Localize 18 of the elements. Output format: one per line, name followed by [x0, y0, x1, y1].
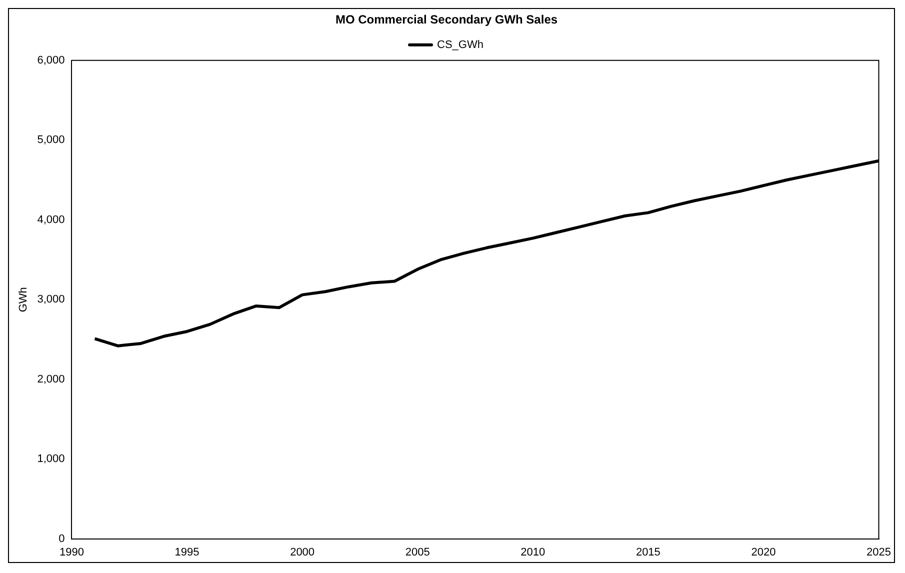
x-tick-label: 2005 [405, 546, 430, 558]
y-tick-label: 2,000 [37, 373, 65, 386]
y-tick-label: 4,000 [37, 214, 65, 226]
y-tick-label: 0 [58, 532, 65, 545]
x-tick-label: 2000 [290, 546, 315, 558]
y-tick-label: 1,000 [37, 453, 65, 466]
x-tick-label: 1995 [174, 546, 200, 558]
y-tick-label: 3,000 [37, 294, 65, 306]
x-tick-label: 2020 [751, 546, 776, 558]
x-tick-label: 2015 [636, 546, 660, 558]
x-tick-label: 2025 [866, 546, 892, 558]
y-tick-label: 6,000 [37, 54, 65, 66]
y-axis-title: GWh [18, 287, 30, 312]
x-tick-label: 1990 [59, 546, 84, 558]
y-tick-label: 5,000 [37, 134, 65, 146]
x-tick-label: 2010 [520, 546, 546, 558]
legend-label: CS_GWh [437, 38, 484, 51]
chart-title: MO Commercial Secondary GWh Sales [335, 12, 558, 27]
